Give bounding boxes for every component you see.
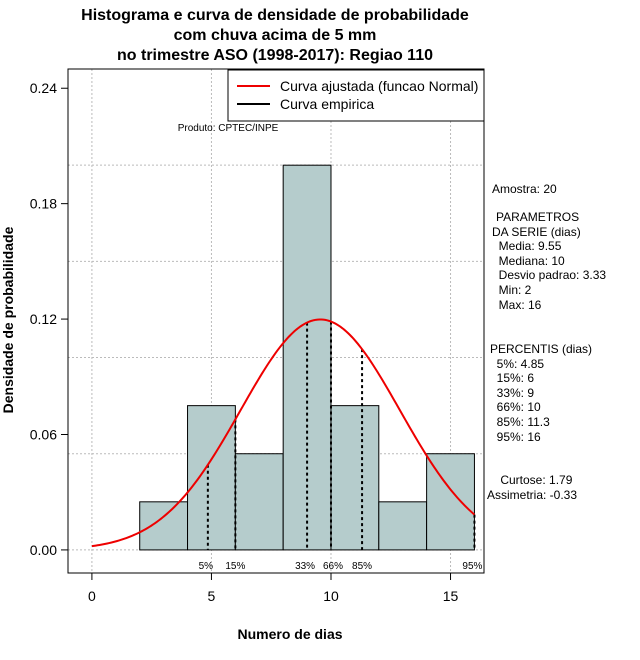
histogram-bar-5 xyxy=(378,501,428,551)
y-axis-label: Densidade de probabilidade xyxy=(0,226,16,413)
product-annotation: Produto: CPTEC/INPE xyxy=(178,123,279,134)
stats-parameter-line-5: Min: 2 xyxy=(492,282,532,297)
stats-percentile-line-6: 95%: 16 xyxy=(490,429,541,444)
percentile-label-5%: 5% xyxy=(199,561,214,572)
stats-percentile-line-0: PERCENTIS (dias) xyxy=(490,342,593,356)
y-tick-label-1: 0.06 xyxy=(30,426,57,442)
legend-label-1: Curva empirica xyxy=(280,96,374,112)
stats-shape-line-0: Curtose: 1.79 xyxy=(487,473,573,487)
stats-parameter-line-6: Max: 16 xyxy=(492,297,542,312)
percentile-label-95%: 95% xyxy=(462,561,482,572)
histogram-bar-2 xyxy=(234,453,284,551)
histogram-bar-6 xyxy=(426,453,475,551)
y-tick-label-3: 0.18 xyxy=(30,196,57,212)
x-axis-label: Numero de dias xyxy=(237,626,342,642)
stats-percentile-line-3: 33%: 9 xyxy=(490,385,535,400)
legend-box xyxy=(227,69,485,122)
chart-title-line-3: no trimestre ASO (1998-2017): Regiao 110 xyxy=(117,47,433,64)
stats-percentile-line-2: 15%: 6 xyxy=(490,371,535,386)
stats-parameter-line-3: Mediana: 10 xyxy=(492,253,565,268)
stats-parameter-line-1: DA SERIE (dias) xyxy=(492,224,581,239)
x-tick-label-2: 10 xyxy=(323,588,339,604)
stats-parameter-line-0: PARAMETROS xyxy=(496,210,580,224)
stats-percentile-line-4: 66%: 10 xyxy=(490,400,541,415)
normal-curve-line xyxy=(91,318,476,548)
stats-parameters-block: PARAMETROS DA SERIE (dias) Media: 9.55 Me… xyxy=(492,210,606,312)
chart-title-line-2: com chuva acima de 5 mm xyxy=(173,27,377,44)
y-tick-label-4: 0.24 xyxy=(30,80,57,96)
histogram-bar-4 xyxy=(330,405,380,551)
histogram-bar-1 xyxy=(187,405,236,551)
y-tick-label-0: 0.00 xyxy=(30,542,57,558)
x-tick-label-1: 5 xyxy=(208,588,216,604)
stats-shape-line-1: Assimetria: -0.33 xyxy=(487,487,578,502)
legend-label-0: Curva ajustada (funcao Normal) xyxy=(280,78,478,94)
chart-title-line-1: Histograma e curva de densidade de proba… xyxy=(81,7,469,24)
y-tick-label-2: 0.12 xyxy=(30,311,57,327)
stats-percentiles-block: PERCENTIS (dias) 5%: 4.85 15%: 6 33%: 9 … xyxy=(490,342,592,444)
plot-frame xyxy=(67,68,485,574)
x-tick-label-3: 15 xyxy=(443,588,459,604)
stats-percentile-line-1: 5%: 4.85 xyxy=(490,356,545,371)
percentile-label-33%: 33% xyxy=(295,561,315,572)
stats-parameter-line-2: Media: 9.55 xyxy=(492,239,562,254)
histogram-bar-0 xyxy=(139,501,189,551)
stats-percentile-line-5: 85%: 11.3 xyxy=(490,414,550,429)
stats-parameter-line-4: Desvio padrao: 3.33 xyxy=(492,268,607,283)
x-tick-label-0: 0 xyxy=(88,588,96,604)
percentile-label-15%: 15% xyxy=(225,561,245,572)
percentile-label-66%: 66% xyxy=(323,561,343,572)
stats-sample-size: Amostra: 20 xyxy=(492,182,557,196)
stats-shape-block: Curtose: 1.79 Assimetria: -0.33 xyxy=(487,473,577,502)
percentile-label-85%: 85% xyxy=(352,561,372,572)
